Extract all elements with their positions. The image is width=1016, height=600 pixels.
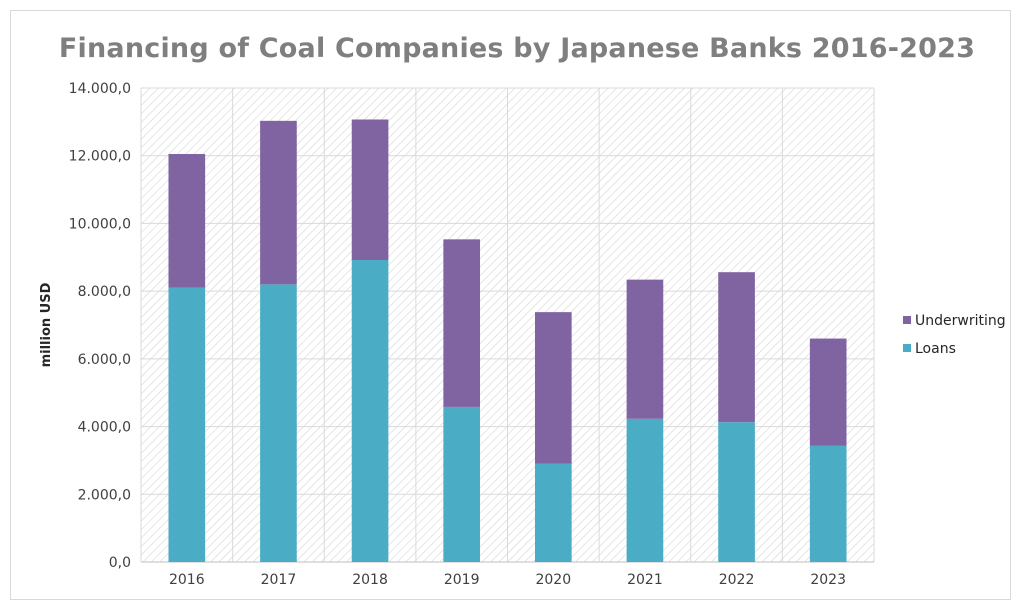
- legend-swatch-loans: [903, 344, 911, 352]
- x-tick-label: 2019: [444, 572, 480, 588]
- y-tick-label: 10.000,0: [69, 216, 131, 232]
- bar-loans-2017: [260, 284, 297, 562]
- y-tick-label: 0,0: [109, 555, 131, 571]
- y-tick-label: 12.000,0: [69, 149, 131, 165]
- y-tick-label: 6.000,0: [78, 352, 131, 368]
- bar-underwriting-2019: [443, 239, 481, 407]
- chart-title: Financing of Coal Companies by Japanese …: [59, 33, 975, 64]
- x-tick-label: 2016: [169, 572, 205, 588]
- legend-label-underwriting: Underwriting: [915, 313, 1006, 329]
- x-tick-label: 2020: [535, 572, 571, 588]
- bar-underwriting-2016: [168, 154, 206, 288]
- x-tick-label: 2018: [352, 572, 388, 588]
- bar-underwriting-2020: [534, 312, 572, 464]
- bar-underwriting-2022: [718, 272, 755, 423]
- bar-loans-2021: [626, 418, 664, 562]
- x-tick-label: 2022: [719, 572, 755, 588]
- legend-swatch-underwriting: [903, 316, 911, 324]
- x-tick-label: 2023: [810, 572, 846, 588]
- bars: [168, 119, 847, 562]
- bar-loans-2016: [168, 287, 206, 562]
- y-tick-label: 8.000,0: [78, 284, 131, 300]
- bar-underwriting-2023: [809, 338, 847, 446]
- y-tick-label: 4.000,0: [78, 420, 131, 436]
- legend-label-loans: Loans: [915, 341, 956, 357]
- bar-underwriting-2021: [626, 279, 664, 419]
- x-tick-label: 2017: [261, 572, 297, 588]
- bar-underwriting-2018: [351, 119, 389, 260]
- legend: Underwriting Loans: [903, 313, 1006, 357]
- y-tick-label: 14.000,0: [69, 81, 131, 97]
- y-tick-label: 2.000,0: [78, 487, 131, 503]
- bar-loans-2018: [351, 259, 389, 562]
- bar-loans-2019: [443, 406, 481, 562]
- y-axis-label: million USD: [39, 282, 54, 367]
- bar-underwriting-2017: [260, 120, 297, 285]
- bar-loans-2020: [534, 463, 572, 562]
- bar-loans-2022: [718, 422, 755, 562]
- y-axis-ticks: 0,0 2.000,0 4.000,0 6.000,0 8.000,0 10.000,0 1…: [69, 81, 131, 571]
- x-tick-label: 2021: [627, 572, 663, 588]
- bar-loans-2023: [809, 445, 847, 562]
- x-axis-ticks: 2016 2017 2018 2019 2020 2021 2022 2023: [169, 572, 846, 588]
